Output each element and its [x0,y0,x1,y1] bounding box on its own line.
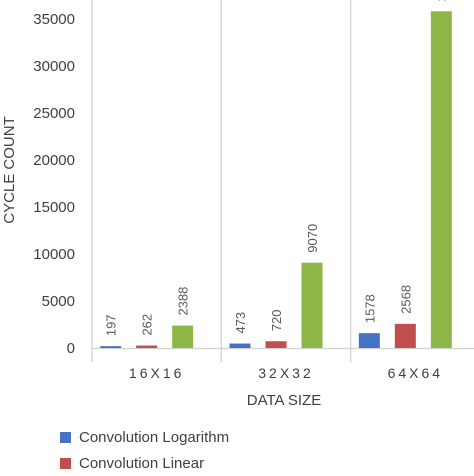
data-label: 2568 [398,285,413,314]
bar [301,262,323,348]
legend-label-logarithm: Convolution Logarithm [79,428,230,446]
y-tick-label: 25000 [33,105,75,122]
x-axis-title: DATA SIZE [247,392,321,409]
bar [100,346,122,348]
y-axis-title: CYCLE COUNT [1,116,18,224]
legend-item-logarithm: Convolution Logarithm [60,424,229,450]
bar [265,341,287,348]
x-tick-label: 16X16 [129,365,184,381]
data-label: 197 [104,314,119,336]
data-label: 358 [434,0,449,1]
y-tick-label: 10000 [33,246,75,263]
data-label: 9070 [305,224,320,253]
bar [172,325,194,348]
legend-swatch-linear [60,457,71,469]
y-tick-label: 0 [67,340,75,357]
data-label: 720 [269,310,284,332]
legend: Convolution Logarithm Convolution Linear [60,424,229,476]
data-label: 262 [140,314,155,336]
y-tick-label: 30000 [33,58,75,75]
legend-item-linear: Convolution Linear [60,450,229,476]
data-label: 1578 [362,294,377,323]
bar [136,345,158,348]
y-tick-label: 35000 [33,11,75,28]
x-tick-label: 64X64 [388,365,443,381]
data-label: 473 [233,312,248,334]
legend-label-linear: Convolution Linear [79,454,205,472]
bar [394,323,416,348]
y-tick-label: 15000 [33,199,75,216]
bar [358,333,380,348]
x-tick-label: 32X32 [258,365,313,381]
data-label: 2388 [176,287,191,316]
legend-swatch-logarithm [60,431,71,443]
bar [430,11,452,348]
y-tick-label: 5000 [42,293,75,310]
y-tick-label: 20000 [33,152,75,169]
bar [229,343,251,348]
